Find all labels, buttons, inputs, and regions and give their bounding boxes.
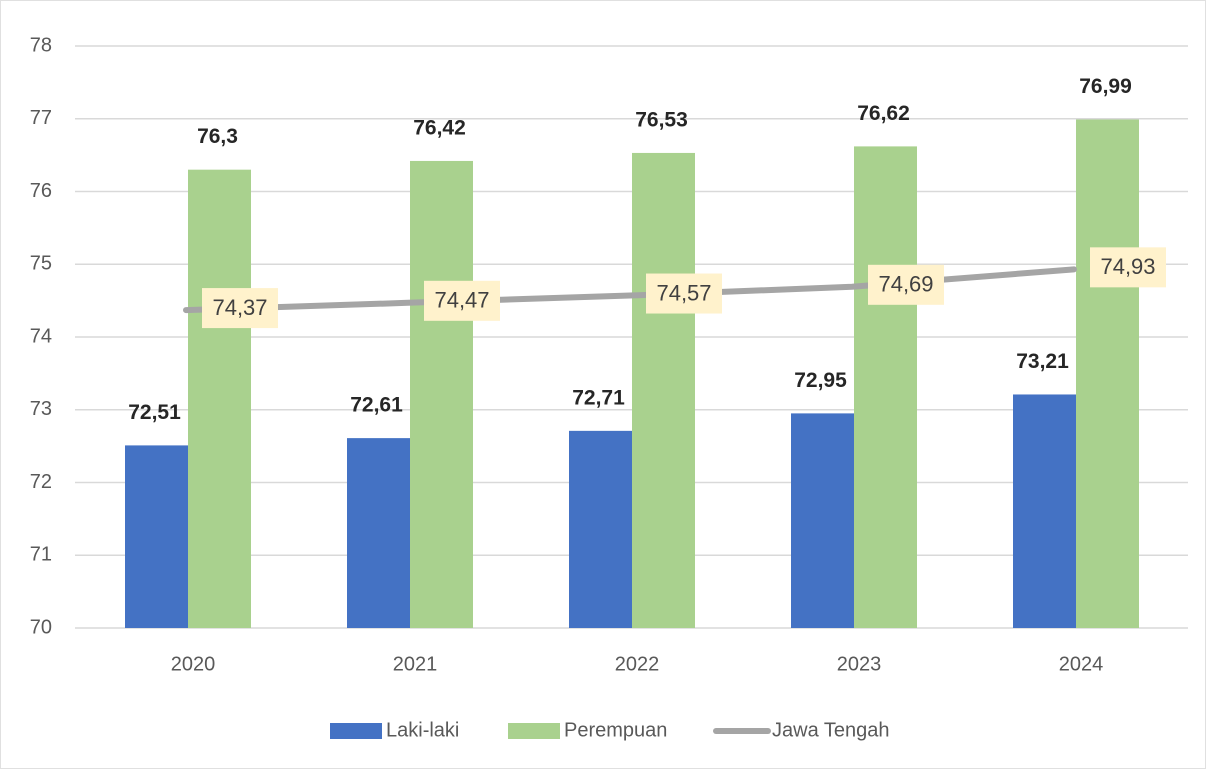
y-tick-label: 70 — [30, 616, 52, 638]
data-label-box — [868, 264, 944, 305]
data-label: 72,61 — [350, 394, 403, 417]
data-label-box — [202, 288, 278, 329]
y-tick-label: 75 — [30, 253, 52, 275]
bar — [569, 430, 632, 628]
y-tick-label: 78 — [30, 34, 52, 56]
x-tick-label: 2021 — [393, 653, 438, 675]
y-tick-label: 71 — [30, 544, 52, 566]
data-label-box — [646, 273, 722, 314]
x-tick-label: 2024 — [1059, 653, 1104, 675]
data-label: 72,95 — [794, 369, 847, 392]
data-label: 74,93 — [1100, 254, 1155, 279]
bar — [125, 445, 188, 628]
data-label: 74,69 — [878, 272, 933, 297]
data-label: 72,51 — [128, 401, 181, 424]
y-tick-label: 74 — [30, 325, 52, 347]
data-label: 74,47 — [434, 288, 489, 313]
data-label: 72,71 — [572, 386, 625, 409]
bar — [791, 413, 854, 628]
legend-swatch — [508, 723, 560, 739]
data-label: 73,21 — [1016, 350, 1069, 373]
data-label: 76,42 — [413, 116, 466, 139]
bar — [1076, 119, 1139, 628]
bar — [632, 152, 695, 628]
legend-swatch — [330, 723, 382, 739]
data-label: 76,99 — [1079, 75, 1132, 98]
x-tick-label: 2022 — [615, 653, 660, 675]
y-tick-label: 73 — [30, 398, 52, 420]
legend-label: Jawa Tengah — [772, 719, 890, 741]
data-label: 74,57 — [656, 280, 711, 305]
y-tick-label: 77 — [30, 107, 52, 129]
bar — [347, 438, 410, 628]
bar — [410, 160, 473, 628]
bar — [1013, 394, 1076, 628]
data-label-box — [1090, 247, 1166, 288]
bar — [188, 169, 251, 629]
data-label: 76,53 — [635, 108, 688, 131]
y-tick-label: 76 — [30, 180, 52, 202]
data-label: 76,62 — [857, 102, 910, 125]
data-label: 74,37 — [212, 295, 267, 320]
x-tick-label: 2020 — [171, 653, 216, 675]
y-tick-label: 72 — [30, 471, 52, 493]
legend-label: Perempuan — [564, 719, 667, 741]
data-label: 76,3 — [197, 125, 238, 148]
bar — [854, 146, 917, 628]
x-tick-label: 2023 — [837, 653, 882, 675]
data-label-box — [424, 280, 500, 321]
legend-label: Laki-laki — [386, 719, 459, 741]
